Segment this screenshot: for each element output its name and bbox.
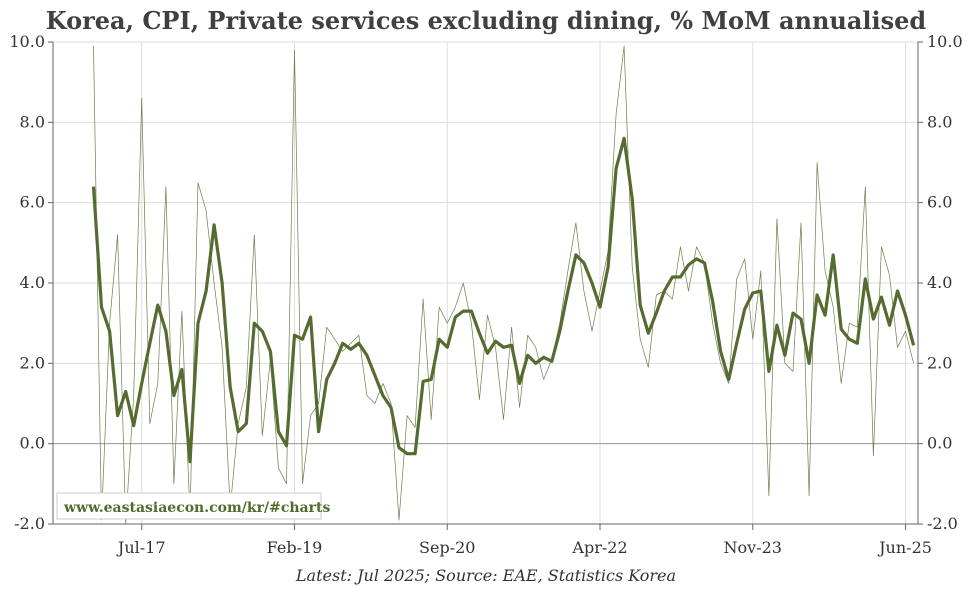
x-tick-label: Jun-25 — [877, 538, 932, 557]
chart-title: Korea, CPI, Private services excluding d… — [45, 6, 927, 35]
smoothed-series — [91, 136, 916, 464]
chart-footer: Latest: Jul 2025; Source: EAE, Statistic… — [295, 566, 677, 585]
y-tick-label-right: 2.0 — [927, 353, 952, 372]
y-axis-right-ticks: 10.0 8.0 6.0 4.0 2.0 0.0 -2.0 — [918, 32, 963, 533]
watermark-text: www.eastasiaecon.com/kr/#charts — [63, 500, 330, 516]
gridlines — [53, 41, 918, 525]
y-tick-label-right: 6.0 — [927, 193, 952, 212]
y-tick-label-left: 6.0 — [20, 193, 45, 212]
y-tick-label-left: 8.0 — [20, 112, 45, 131]
y-axis-left-ticks: 10.0 8.0 6.0 4.0 2.0 0.0 -2.0 — [9, 32, 53, 533]
x-tick-label: Jul-17 — [116, 538, 166, 557]
x-tick-label: Apr-22 — [571, 538, 627, 557]
raw-series — [93, 45, 914, 524]
watermark: www.eastasiaecon.com/kr/#charts — [56, 492, 330, 520]
x-tick-label: Feb-19 — [267, 538, 323, 557]
y-tick-label-right: -2.0 — [927, 514, 958, 533]
x-tick-label: Nov-23 — [724, 538, 782, 557]
y-tick-label-left: 10.0 — [9, 32, 45, 51]
y-tick-label-left: 4.0 — [20, 273, 45, 292]
raw-series-line — [93, 45, 914, 524]
y-tick-label-right: 0.0 — [927, 434, 952, 453]
y-tick-label-left: 2.0 — [20, 353, 45, 372]
smoothed-series-line — [91, 136, 916, 464]
x-tick-label: Sep-20 — [419, 538, 475, 557]
y-tick-label-right: 10.0 — [927, 32, 963, 51]
y-tick-label-left: 0.0 — [20, 434, 45, 453]
y-tick-label-right: 8.0 — [927, 112, 952, 131]
x-axis-ticks: Jul-17 Feb-19 Sep-20 Apr-22 Nov-23 Jun-25 — [116, 524, 932, 557]
y-tick-label-left: -2.0 — [14, 514, 45, 533]
y-tick-label-right: 4.0 — [927, 273, 952, 292]
